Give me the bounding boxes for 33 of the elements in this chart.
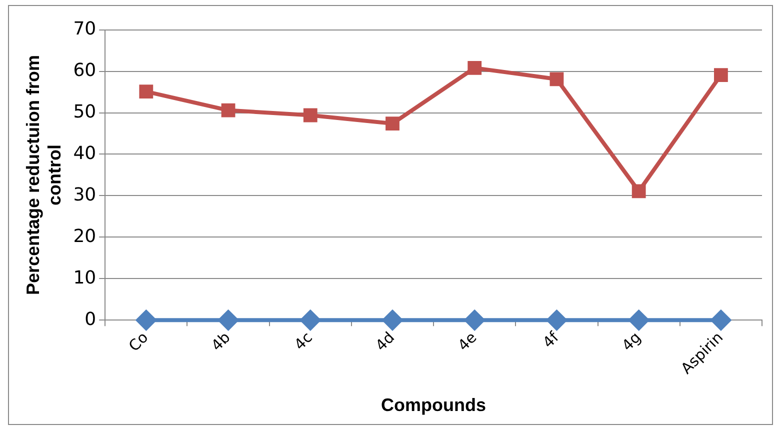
point [221,103,236,118]
y-tick-label: 10 [73,267,96,288]
x-tick-label: 4c [290,328,316,354]
point [464,310,485,330]
x-tick-label: 4g [618,328,644,355]
y-tick-label: 50 [73,101,96,122]
point [218,310,238,330]
point [386,116,400,130]
x-tick-label: 4b [208,328,234,355]
y-tick-label: 60 [73,60,96,81]
y-tick-label: 70 [73,18,96,40]
point [714,68,728,82]
y-tick-label: 0 [84,308,96,330]
point [628,310,649,330]
point [550,72,564,86]
point [303,108,318,122]
x-tick-label: 4f [539,328,563,352]
x-tick-label: 4e [454,328,480,354]
y-axis-title: Percentage reductuion from control [22,54,64,296]
x-axis-title: Compounds [381,395,486,416]
point [632,184,646,198]
point [468,61,482,75]
point [382,310,402,330]
point [710,310,731,330]
point [139,84,154,99]
x-tick-label: 4d [372,328,398,355]
y-tick-label: 30 [73,184,96,206]
point [136,310,156,330]
point [300,310,320,330]
y-tick-label: 40 [73,142,96,164]
y-tick-label: 20 [73,226,96,247]
point [546,310,567,330]
x-tick-label: Co [125,328,152,356]
